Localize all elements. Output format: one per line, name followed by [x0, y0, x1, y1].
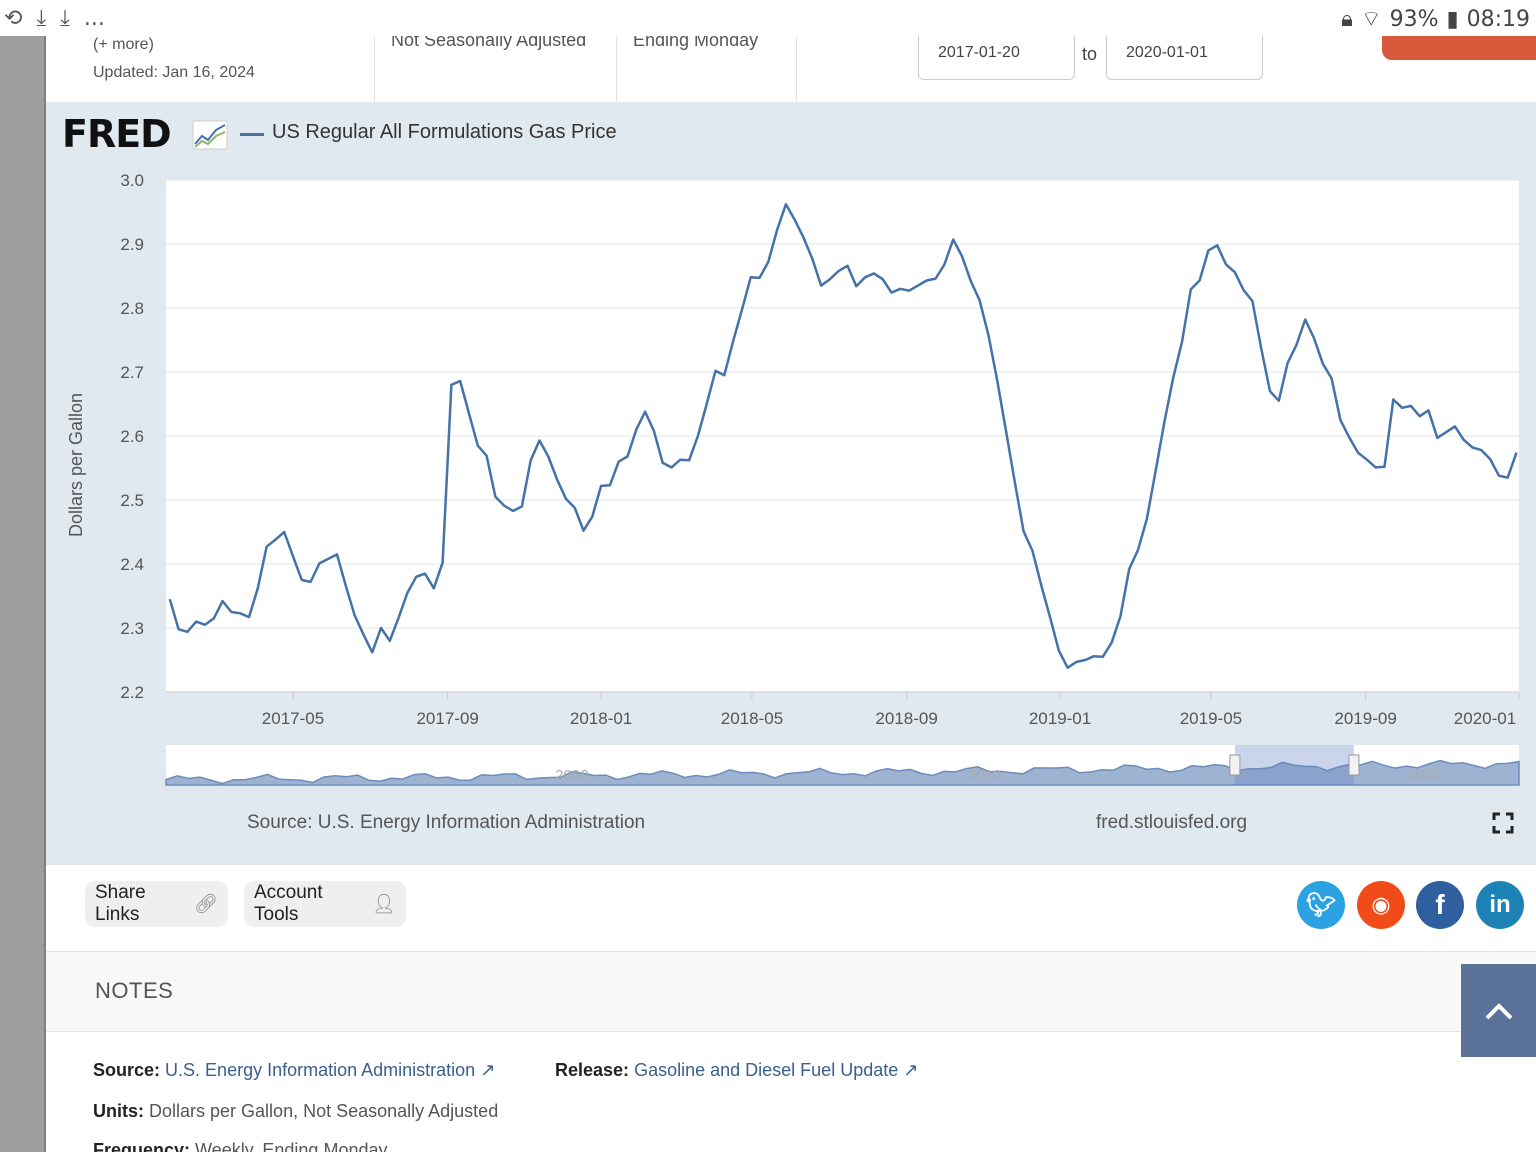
- navigator-label: 2010: [968, 767, 1001, 784]
- battery-percent: 93%: [1389, 6, 1439, 32]
- linkedin-icon[interactable]: in: [1476, 881, 1524, 929]
- x-tick-label: 2018-09: [875, 709, 937, 728]
- external-link-icon: ↗: [903, 1060, 919, 1080]
- navigator-left-handle: [1229, 754, 1241, 776]
- frequency-label: Frequency:: [93, 1140, 191, 1152]
- fred-graph-icon: [192, 120, 228, 150]
- end-date-input[interactable]: 2020-01-01: [1106, 32, 1263, 80]
- external-link-icon: ↗: [480, 1060, 496, 1080]
- notes-source-row: Source: U.S. Energy Information Administ…: [93, 1060, 495, 1081]
- chart-source-note: Source: U.S. Energy Information Administ…: [247, 812, 646, 833]
- navigator-selection: [1234, 745, 1354, 785]
- more-link[interactable]: (+ more): [93, 36, 154, 53]
- y-tick-label: 2.2: [120, 683, 144, 702]
- notes-units-row: Units: Dollars per Gallon, Not Seasonall…: [93, 1101, 498, 1122]
- series-info-bar: (+ more) Updated: Jan 16, 2024 Not Seaso…: [46, 28, 1536, 102]
- fred-url[interactable]: fred.stlouisfed.org: [1096, 812, 1248, 833]
- notes-release-row: Release: Gasoline and Diesel Fuel Update…: [555, 1060, 918, 1081]
- legend-swatch: [240, 133, 264, 136]
- x-tick-label: 2019-05: [1180, 709, 1242, 728]
- divider: [796, 36, 797, 102]
- y-tick-label: 2.8: [120, 299, 144, 318]
- units-label: Units:: [93, 1101, 144, 1121]
- notes-frequency-row: Frequency: Weekly, Ending Monday: [93, 1140, 387, 1152]
- y-tick-label: 3.0: [120, 171, 144, 190]
- account-tools-button[interactable]: Account Tools 👤︎: [244, 881, 406, 927]
- notes-heading: NOTES: [95, 978, 174, 1003]
- fred-logo[interactable]: FRED: [62, 112, 172, 156]
- share-links-label: Share Links: [95, 882, 146, 925]
- left-sidebar-strip: [0, 36, 46, 1152]
- release-link[interactable]: Gasoline and Diesel Fuel Update: [634, 1060, 899, 1080]
- navigator-series: [165, 759, 1520, 786]
- status-bar: ⟲ ⤓ ⤓ ... 🔒︎ ⌔ 93% ▮ 08:19: [0, 0, 1536, 36]
- start-date-input[interactable]: 2017-01-20: [918, 32, 1075, 80]
- y-tick-label: 2.7: [120, 363, 144, 382]
- x-tick-label: 2019-09: [1334, 709, 1396, 728]
- navigator-label: 2020: [1408, 767, 1441, 784]
- share-links-button[interactable]: Share Links 🔗︎: [85, 881, 228, 927]
- chart-panel: FRED US Regular All Formulations Gas Pri…: [46, 102, 1536, 865]
- notes-header: NOTES: [46, 952, 1536, 1032]
- y-tick-label: 2.3: [120, 619, 144, 638]
- wifi-icon: ⌔: [1360, 7, 1382, 32]
- twitter-icon[interactable]: 🐦︎: [1297, 881, 1345, 929]
- lock-icon: 🔒︎: [1341, 6, 1353, 32]
- units-value: Dollars per Gallon, Not Seasonally Adjus…: [149, 1101, 499, 1121]
- series-title: US Regular All Formulations Gas Price: [272, 121, 617, 143]
- release-label: Release:: [555, 1060, 630, 1080]
- sync-icon: ⟲: [4, 6, 23, 31]
- download-icon: ⤓: [60, 6, 70, 31]
- date-range-to-label: to: [1082, 44, 1098, 64]
- link-icon: 🔗︎: [193, 894, 218, 915]
- x-tick-label: 2017-09: [416, 709, 478, 728]
- updated-date: Updated: Jan 16, 2024: [93, 64, 255, 81]
- reddit-icon[interactable]: ◉: [1357, 881, 1405, 929]
- user-icon: 👤︎: [371, 894, 396, 915]
- y-tick-label: 2.6: [120, 427, 144, 446]
- navigator-right-handle: [1348, 754, 1360, 776]
- series-line: [168, 203, 1518, 669]
- frequency-value: Weekly, Ending Monday: [195, 1140, 388, 1152]
- battery-icon: ▮: [1446, 6, 1459, 32]
- x-tick-label: 2017-05: [262, 709, 324, 728]
- x-tick-label: 2019-01: [1029, 709, 1091, 728]
- x-tick-label: 2020-01: [1454, 709, 1516, 728]
- more-icon: ...: [83, 6, 105, 31]
- y-tick-label: 2.4: [120, 555, 144, 574]
- divider: [616, 36, 617, 102]
- divider: [46, 951, 1536, 952]
- clock: 08:19: [1466, 6, 1530, 32]
- y-tick-label: 2.5: [120, 491, 144, 510]
- account-tools-label: Account Tools: [254, 882, 323, 925]
- download-icon: ⤓: [36, 6, 47, 31]
- navigator-label: 2000: [555, 767, 588, 784]
- line-chart[interactable]: 3.0 2.9 2.8 2.7 2.6 2.5 2.4 2.3 2.2 2017-05 2017-0…: [46, 102, 1536, 802]
- scroll-to-top-button[interactable]: [1461, 964, 1536, 1057]
- chevron-up-icon: [1485, 1002, 1512, 1019]
- y-tick-label: 2.9: [120, 235, 144, 254]
- fullscreen-icon[interactable]: [1492, 812, 1514, 834]
- divider: [374, 36, 375, 102]
- x-tick-label: 2018-05: [721, 709, 783, 728]
- facebook-icon[interactable]: f: [1416, 881, 1464, 929]
- x-tick-label: 2018-01: [570, 709, 632, 728]
- source-label: Source:: [93, 1060, 161, 1080]
- source-link[interactable]: U.S. Energy Information Administration: [165, 1060, 476, 1080]
